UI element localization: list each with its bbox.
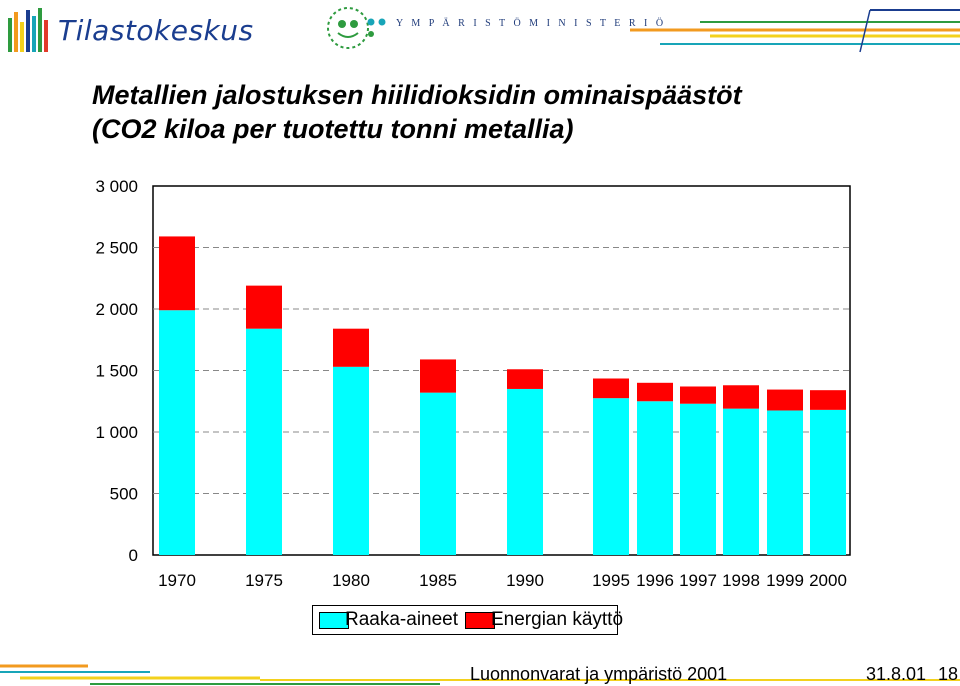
y-tick-label: 1 500 [95, 362, 138, 381]
bar-segment [810, 409, 846, 555]
footer-date: 31.8.01 [866, 664, 927, 684]
bar-segment [767, 410, 803, 555]
logo-name: Tilastokeskus [58, 14, 254, 47]
footer-page-number: 18 [938, 664, 959, 684]
bar-segment [723, 385, 759, 409]
bar-segment [333, 328, 369, 367]
bar-segment [637, 382, 673, 402]
y-tick-label: 2 000 [95, 300, 138, 319]
chart-legend: Raaka-aineet Energian käyttö [312, 605, 623, 635]
x-tick-label: 1980 [332, 571, 370, 590]
bar-segment [680, 403, 716, 555]
x-tick-label: 1975 [245, 571, 283, 590]
bar-segment [507, 369, 543, 389]
bar-segment [767, 389, 803, 411]
y-tick-label: 500 [110, 485, 138, 504]
bar-segment [723, 408, 759, 555]
bar-segment [246, 285, 282, 329]
bar-chart: 0 500 1 000 1 500 2 000 2 500 3 000 1970 1975 198… [95, 177, 851, 590]
x-tick-label: 1970 [158, 571, 196, 590]
bar-segment [420, 392, 456, 555]
ministry-name: Y M P Ä R I S T Ö M I N I S T E R I Ö [396, 18, 667, 29]
y-tick-label: 2 500 [95, 239, 138, 258]
bar-segment [593, 378, 629, 399]
legend-swatch-energian-kaytto [465, 612, 495, 629]
statistics-finland-logo-icon [8, 8, 48, 52]
footer-publication: Luonnonvarat ja ympäristö 2001 [470, 664, 728, 684]
x-tick-label: 1995 [592, 571, 630, 590]
legend-swatch-raaka-aineet [319, 612, 349, 629]
bar-segment [159, 236, 195, 311]
chart-title: Metallien jalostuksen hiilidioksidin omi… [92, 78, 852, 146]
y-tick-label: 1 000 [95, 423, 138, 442]
x-tick-label: 1997 [679, 571, 717, 590]
x-tick-label: 2000 [809, 571, 847, 590]
chart-title-line1: Metallien jalostuksen hiilidioksidin omi… [92, 80, 742, 110]
legend-label-energian-kaytto: Energian käyttö [491, 609, 624, 630]
ministry-emblem-icon [327, 7, 386, 49]
x-tick-label: 1990 [506, 571, 544, 590]
x-tick-label: 1999 [766, 571, 804, 590]
x-tick-label: 1985 [419, 571, 457, 590]
bar-segment [680, 386, 716, 404]
header-decorative-lines [630, 9, 960, 53]
chart-title-line2: (CO2 kiloa per tuotettu tonni metallia) [92, 114, 574, 144]
x-tick-label: 1998 [722, 571, 760, 590]
legend-label-raaka-aineet: Raaka-aineet [345, 609, 459, 630]
bar-segment [810, 390, 846, 410]
bar-segment [246, 328, 282, 555]
bar-segment [507, 388, 543, 555]
header-graphics [8, 7, 960, 53]
bar-segment [593, 398, 629, 555]
bar-segment [420, 359, 456, 393]
bar-segment [159, 310, 195, 555]
header: Tilastokeskus Y M P Ä R I S T Ö M I N I … [0, 0, 960, 60]
bar-segment [637, 401, 673, 555]
x-tick-label: 1996 [636, 571, 674, 590]
y-tick-label: 3 000 [95, 177, 138, 196]
bar-segment [333, 366, 369, 555]
y-tick-label: 0 [129, 546, 138, 565]
